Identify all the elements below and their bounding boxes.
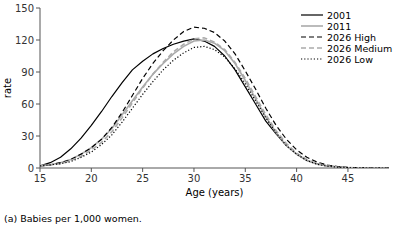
- x-axis-label: Age (years): [186, 187, 244, 198]
- series-line: [40, 38, 389, 168]
- legend-swatch: [301, 36, 323, 37]
- chart: 15 20 25 30 35 40 45 0 30 60 90 120 150 Age (years) ra…: [0, 0, 397, 227]
- y-tick-label: 90: [21, 67, 34, 78]
- y-axis: [40, 8, 41, 168]
- x-tick-label: 25: [136, 173, 149, 184]
- y-axis-label: rate: [2, 78, 13, 98]
- y-tick-label: 0: [28, 163, 34, 174]
- x-tick: [142, 168, 143, 172]
- footnote: (a) Babies per 1,000 women.: [4, 213, 142, 224]
- y-tick: [36, 168, 40, 169]
- x-tick: [193, 168, 194, 172]
- x-tick-label: 30: [188, 173, 201, 184]
- legend-label: 2026 High: [327, 32, 376, 43]
- y-tick: [36, 72, 40, 73]
- x-tick-label: 40: [290, 173, 303, 184]
- x-tick: [296, 168, 297, 172]
- y-tick: [36, 40, 40, 41]
- legend: 200120112026 High2026 Medium2026 Low: [301, 10, 392, 65]
- legend-swatch: [301, 58, 323, 59]
- x-tick-label: 45: [342, 173, 355, 184]
- legend-label: 2001: [327, 10, 351, 21]
- y-tick-label: 150: [15, 3, 34, 14]
- y-tick-label: 60: [21, 99, 34, 110]
- x-tick-label: 35: [239, 173, 252, 184]
- x-tick: [245, 168, 246, 172]
- x-tick: [91, 168, 92, 172]
- y-tick: [36, 136, 40, 137]
- y-tick-label: 30: [21, 131, 34, 142]
- x-tick: [40, 168, 41, 172]
- x-tick: [347, 168, 348, 172]
- series-line: [40, 46, 389, 168]
- legend-swatch: [301, 47, 323, 49]
- legend-swatch: [301, 25, 323, 27]
- legend-swatch: [301, 14, 323, 15]
- legend-label: 2011: [327, 21, 351, 32]
- y-tick: [36, 8, 40, 9]
- x-tick-label: 20: [85, 173, 98, 184]
- legend-label: 2026 Low: [327, 54, 373, 65]
- y-tick: [36, 104, 40, 105]
- y-tick-label: 120: [15, 35, 34, 46]
- x-tick-label: 15: [34, 173, 47, 184]
- legend-label: 2026 Medium: [327, 43, 392, 54]
